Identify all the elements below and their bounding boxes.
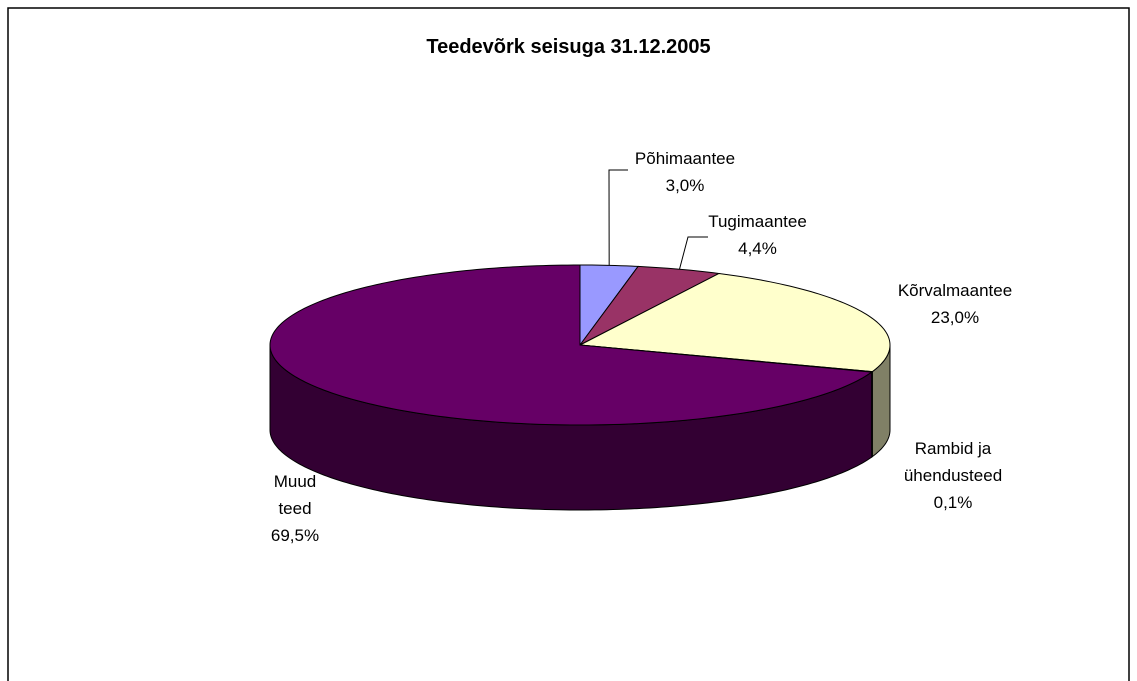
data-label: Muud teed 69,5% (255, 468, 335, 549)
pie-slice (269, 264, 874, 426)
category-label: Kõrvalmaantee (897, 281, 1013, 300)
data-label: Rambid ja ühendusteed 0,1% (893, 435, 1013, 516)
data-label: Põhimaantee 3,0% (600, 145, 770, 199)
value-label: 4,4% (738, 239, 777, 258)
category-label: Muud teed (273, 472, 317, 518)
data-label: Kõrvalmaantee 23,0% (860, 277, 1050, 331)
value-label: 3,0% (665, 176, 705, 195)
category-label: Põhimaantee (634, 149, 736, 168)
pie-slice (578, 272, 891, 373)
value-label: 23,0% (930, 308, 980, 327)
chart-title: Teedevõrk seisuga 31.12.2005 (426, 36, 711, 58)
leader-line (679, 236, 708, 270)
category-label: Tugimaantee (708, 212, 807, 231)
category-label: Rambid ja ühendusteed (903, 439, 1003, 485)
data-label: Tugimaantee 4,4% (690, 208, 825, 262)
value-label: 69,5% (270, 526, 320, 545)
value-label: 0,1% (933, 493, 973, 512)
leader-line (608, 169, 628, 266)
